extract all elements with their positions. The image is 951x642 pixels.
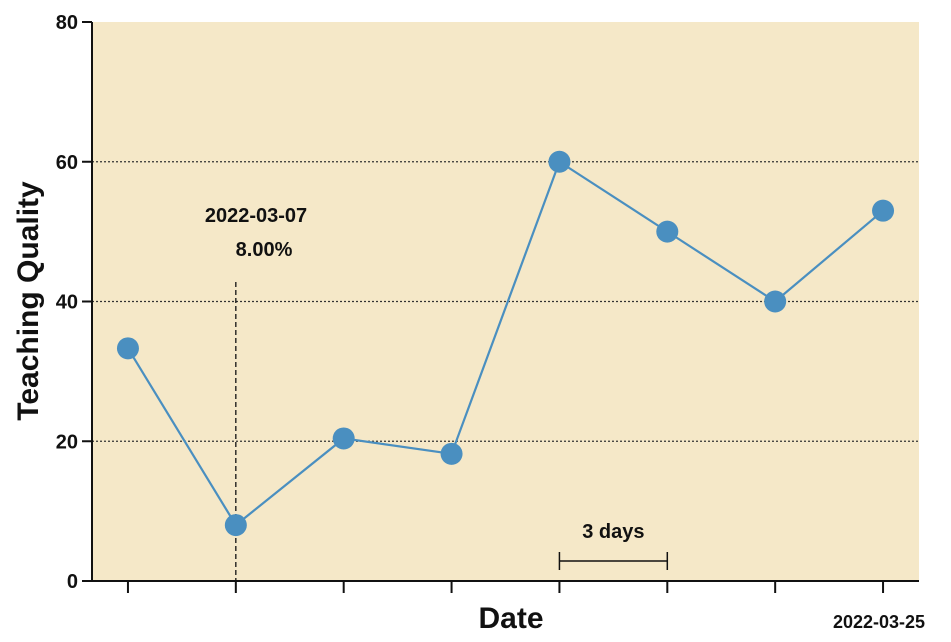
last-date-label: 2022-03-25 bbox=[833, 612, 925, 632]
y-tick-label-0: 0 bbox=[67, 571, 78, 593]
y-tick-label-40: 40 bbox=[56, 292, 78, 314]
series-line bbox=[127, 160, 884, 527]
scale-bar-label: 3 days bbox=[582, 521, 644, 543]
scale-bar bbox=[558, 552, 669, 570]
y-tick-label-80: 80 bbox=[56, 12, 78, 34]
annotations: 2022-03-07 8.00% 3 days bbox=[205, 205, 669, 581]
x-axis-title: Date bbox=[478, 602, 543, 635]
data-point-2022-03-16 bbox=[548, 150, 571, 173]
data-point-2022-03-04 bbox=[116, 337, 139, 360]
highlight-value-label: 8.00% bbox=[236, 239, 293, 261]
data-point-2022-03-22 bbox=[764, 290, 787, 313]
x-axis-ticks bbox=[126, 581, 885, 593]
data-point-2022-03-10 bbox=[332, 427, 355, 450]
data-points bbox=[116, 150, 895, 537]
y-tick-label-20: 20 bbox=[56, 431, 78, 453]
data-point-2022-03-07 bbox=[224, 514, 247, 537]
axes: 0 20 40 60 80 bbox=[56, 12, 919, 593]
data-point-2022-03-19 bbox=[656, 220, 679, 243]
data-point-2022-03-25 bbox=[872, 199, 895, 222]
y-tick-label-60: 60 bbox=[56, 152, 78, 174]
series bbox=[116, 150, 895, 537]
y-axis-title: Teaching Quality bbox=[12, 181, 45, 421]
data-point-2022-03-13 bbox=[440, 442, 463, 465]
highlight-date-label: 2022-03-07 bbox=[205, 205, 307, 227]
y-axis-ticks: 0 20 40 60 80 bbox=[56, 12, 92, 593]
